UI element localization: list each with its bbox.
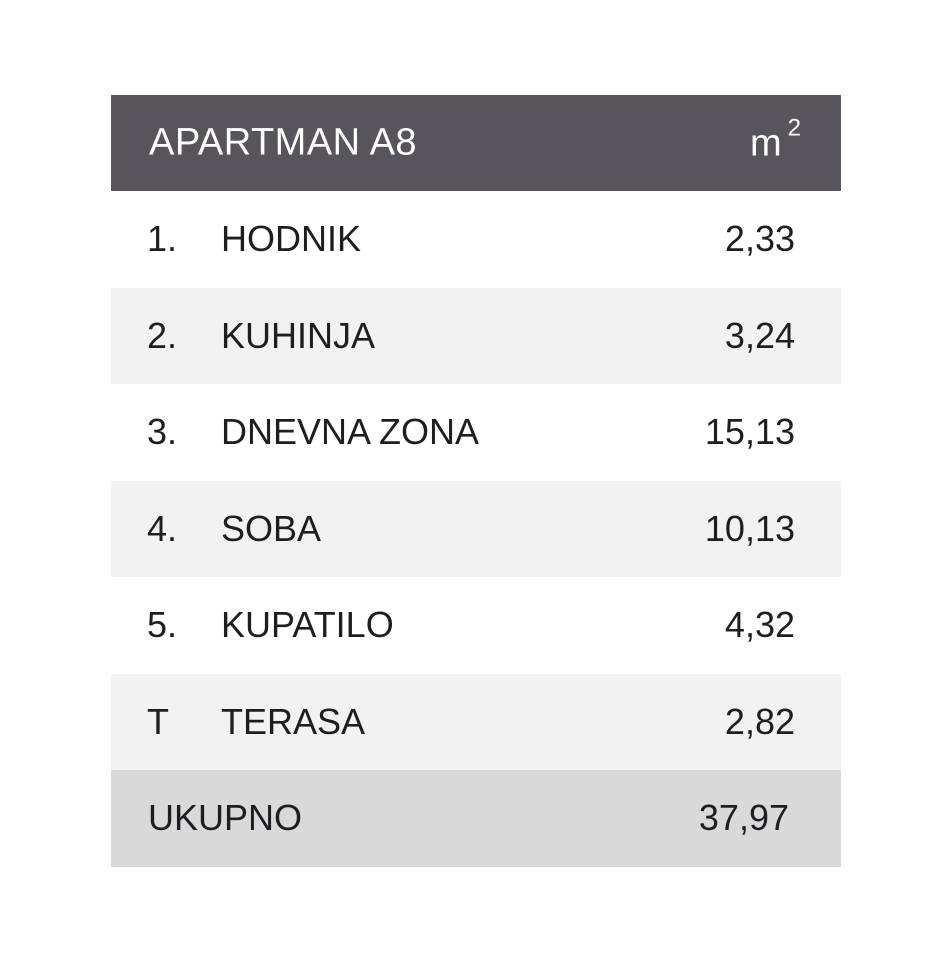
room-name: TERASA xyxy=(221,700,366,742)
unit-superscript: 2 xyxy=(787,114,801,142)
table-row: T TERASA 2,82 xyxy=(111,673,841,770)
room-name: SOBA xyxy=(221,507,322,549)
room-name: KUHINJA xyxy=(221,314,376,356)
table-row: 5. KUPATILO 4,32 xyxy=(111,577,841,674)
room-name: DNEVNA ZONA xyxy=(221,411,480,453)
table-row: 1. HODNIK 2,33 xyxy=(111,191,841,288)
table-row: 3. DNEVNA ZONA 15,13 xyxy=(111,384,841,481)
unit-base: m xyxy=(749,122,782,165)
room-area: 2,82 xyxy=(724,700,795,742)
room-number: T xyxy=(147,700,169,742)
room-area: 15,13 xyxy=(704,411,795,453)
table-row: 4. SOBA 10,13 xyxy=(111,480,841,577)
room-area: 2,33 xyxy=(724,218,795,260)
total-area: 37,97 xyxy=(698,797,789,839)
apartment-title: APARTMAN A8 xyxy=(149,121,418,164)
table-row: 2. KUHINJA 3,24 xyxy=(111,287,841,384)
room-area: 10,13 xyxy=(704,507,795,549)
room-name: KUPATILO xyxy=(221,604,394,646)
room-number: 5. xyxy=(147,604,178,646)
total-label: UKUPNO xyxy=(148,797,303,839)
room-number: 1. xyxy=(147,218,178,260)
room-number: 2. xyxy=(147,314,178,356)
total-row: UKUPNO 37,97 xyxy=(111,770,841,867)
room-number: 3. xyxy=(147,411,178,453)
room-number: 4. xyxy=(147,507,178,549)
room-area: 4,32 xyxy=(724,604,795,646)
room-name: HODNIK xyxy=(221,218,362,260)
room-area: 3,24 xyxy=(724,314,795,356)
